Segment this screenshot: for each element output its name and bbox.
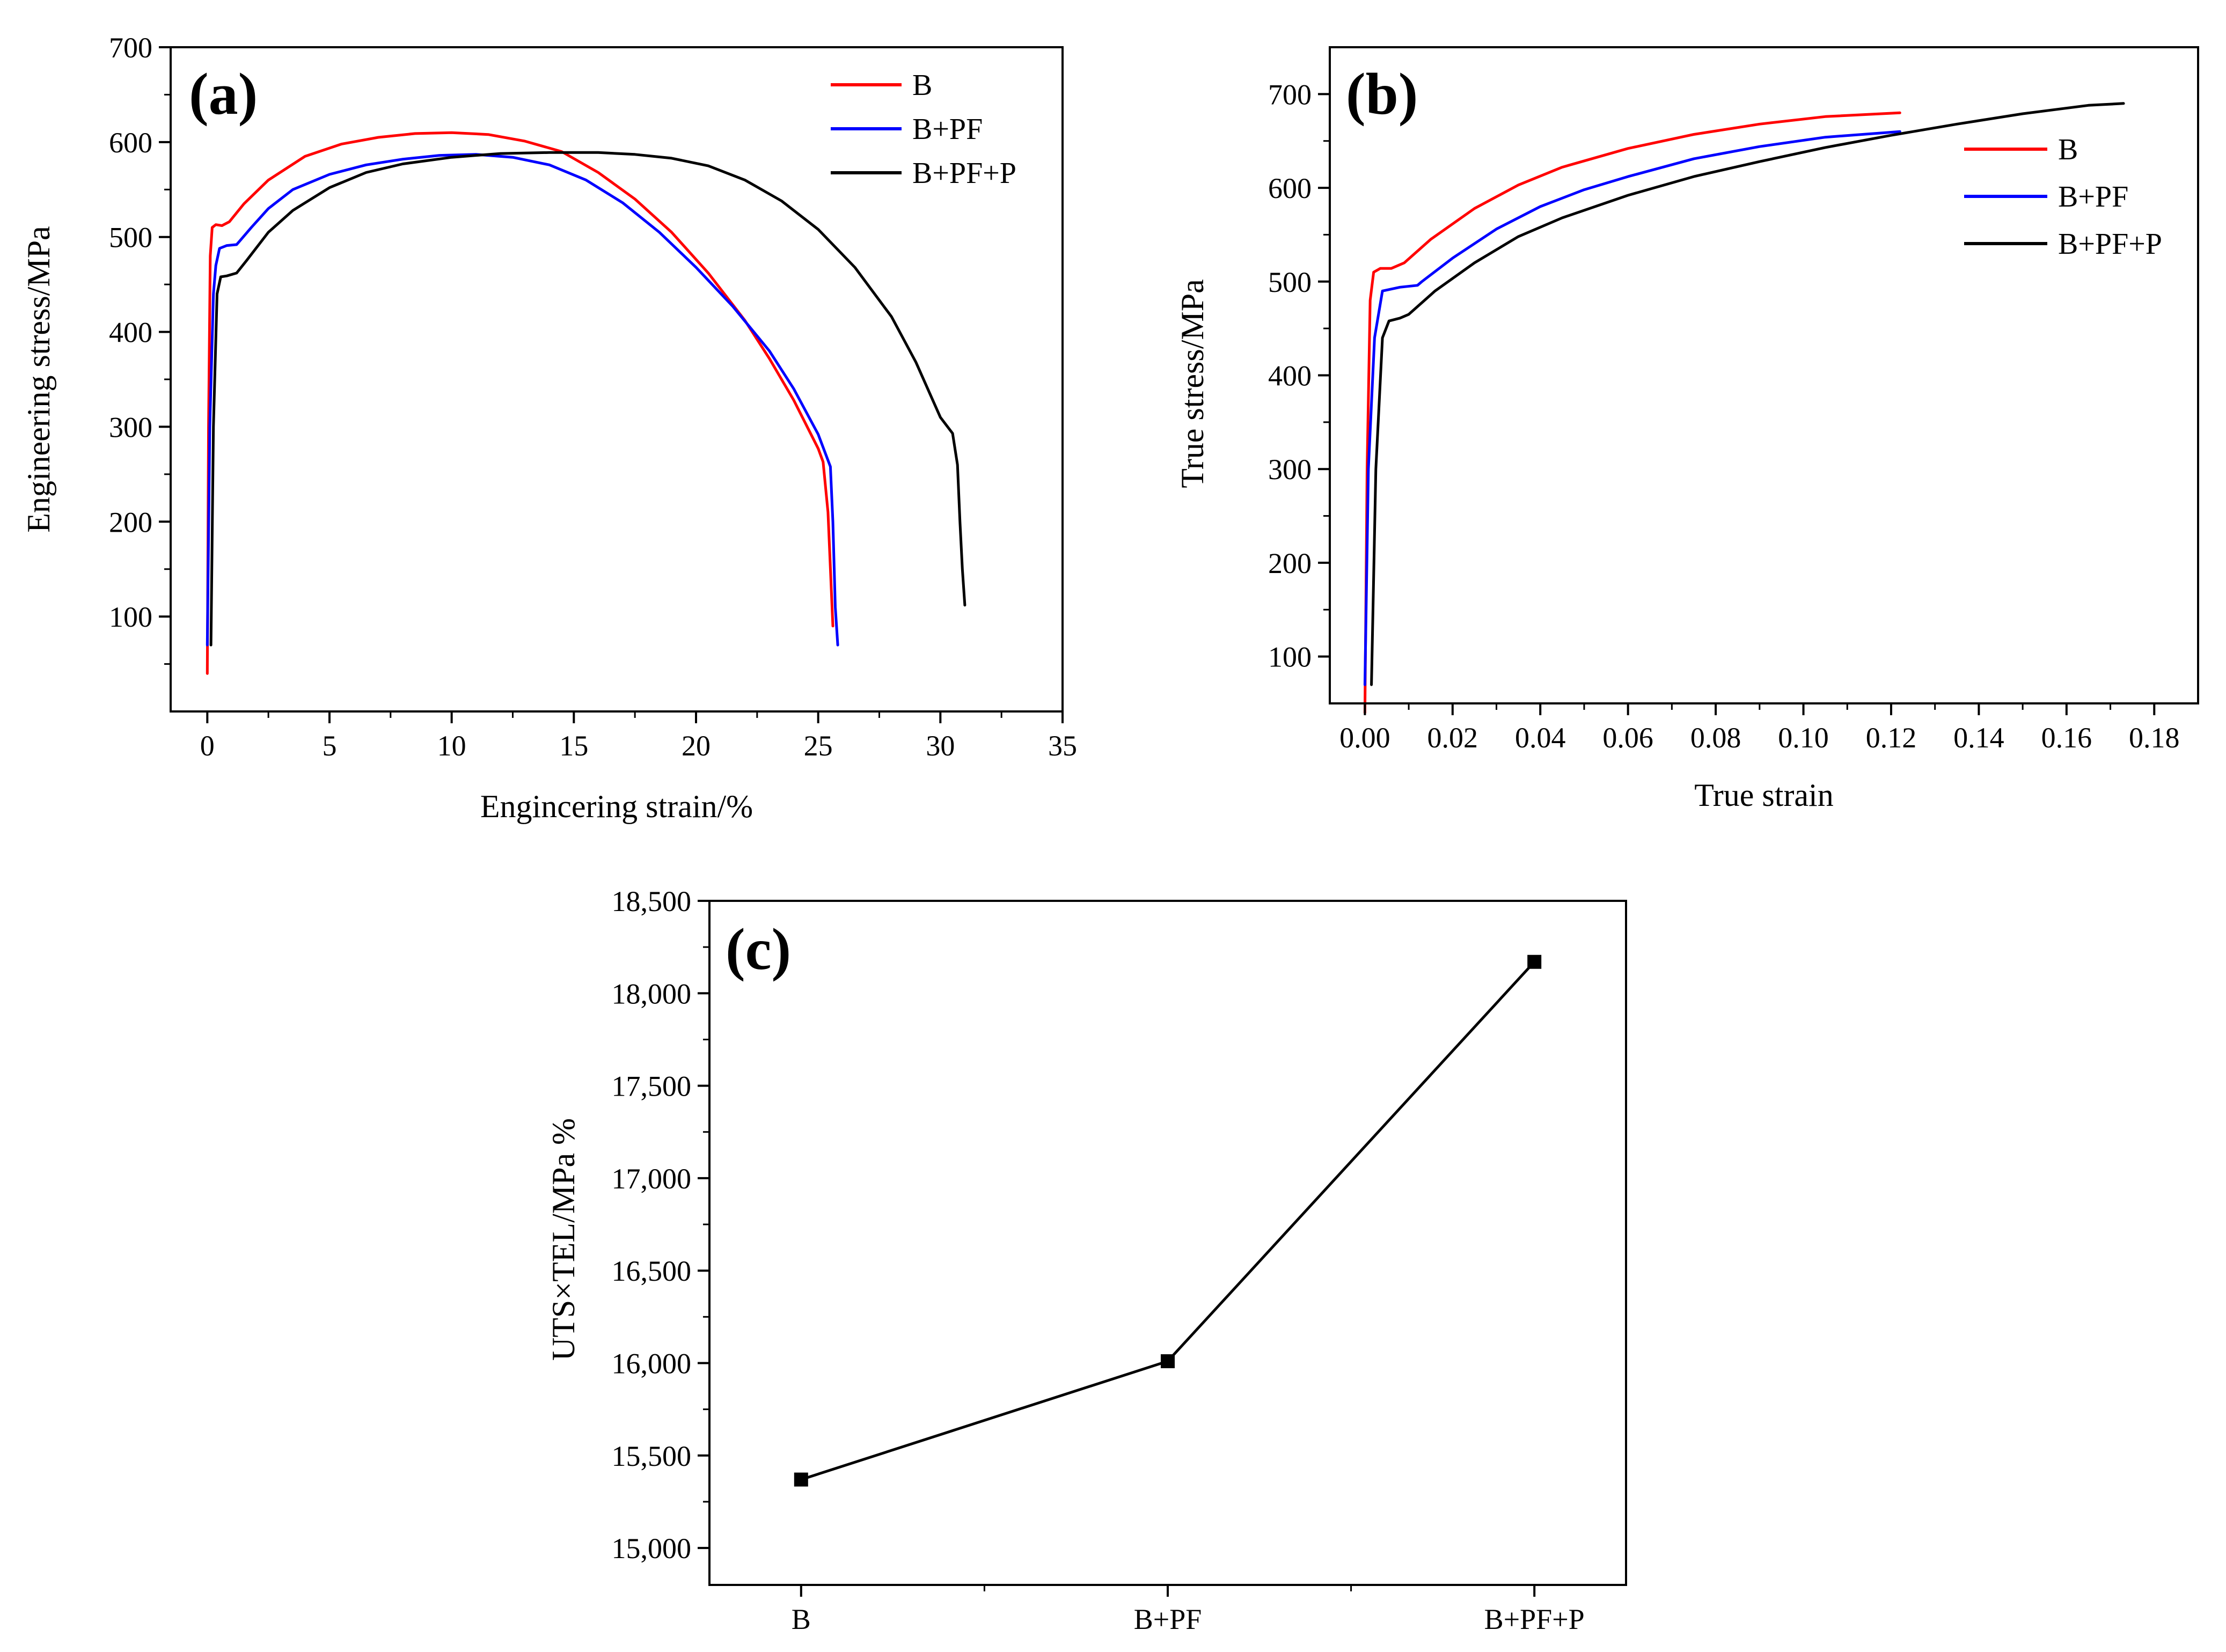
panel-b-x-tick-label: 0.04 — [1515, 722, 1566, 754]
panel-c-ticks: B B+PF B+PF+P 15,000 15,500 16,000 16,500 17,00… — [612, 885, 1585, 1635]
panel-b-y-axis-title: True stress/MPa — [1175, 279, 1210, 488]
panel-a-legend-label: B+PF+P — [912, 157, 1016, 190]
panel-a-series-line-b — [206, 131, 834, 675]
panel-c-marker-b-pf — [1161, 1354, 1175, 1369]
panel-a-y-tick-label: 400 — [109, 317, 152, 349]
panel-a-x-axis-title: Engincering strain/% — [480, 789, 753, 824]
panel-a-x-tick-label: 10 — [437, 730, 466, 762]
panel-c-y-tick-label: 18,500 — [612, 885, 692, 917]
panel-b-legend-label: B — [2058, 133, 2078, 166]
panel-b-true-stress-strain: 0.00 0.02 0.04 0.06 0.08 0.10 0.12 0.14 0.16 0.18… — [1175, 46, 2199, 813]
panel-c-y-tick-label: 18,000 — [612, 978, 692, 1010]
panel-a-y-tick-label: 300 — [109, 411, 152, 443]
panel-c-y-tick-label: 17,000 — [612, 1163, 692, 1195]
panel-b-label: (b) — [1346, 61, 1418, 127]
panel-b-x-tick-label: 0.18 — [2129, 722, 2180, 754]
panel-b-y-tick-label: 300 — [1268, 453, 1312, 486]
panel-a-x-tick-label: 20 — [682, 730, 711, 762]
panel-a-y-axis-title: Engineering stress/MPa — [21, 226, 56, 533]
panel-b-x-tick-label: 0.12 — [1866, 722, 1917, 754]
panel-c-y-tick-label: 15,500 — [612, 1440, 692, 1472]
panel-a-y-tick-label: 100 — [109, 601, 152, 633]
panel-a-y-tick-label: 500 — [109, 222, 152, 254]
panel-c-label: (c) — [726, 916, 791, 982]
panel-b-y-tick-label: 400 — [1268, 360, 1312, 392]
panel-a-plot-layer — [206, 131, 966, 675]
panel-a-label: (a) — [189, 61, 258, 127]
panel-b-x-tick-label: 0.02 — [1427, 722, 1478, 754]
panel-c-category-label: B+PF — [1134, 1603, 1202, 1635]
panel-c-uts-tel-product: B B+PF B+PF+P 15,000 15,500 16,000 16,500 17,00… — [546, 885, 1627, 1635]
panel-c-y-axis-title: UTS×TEL/MPa % — [546, 1118, 581, 1361]
panel-b-plot-layer — [1363, 102, 2125, 714]
panel-a-legend-label: B+PF — [912, 113, 983, 146]
panel-b-legend-label: B+PF — [2058, 180, 2128, 214]
panel-a-legend: B B+PF B+PF+P — [831, 69, 1016, 190]
panel-b-x-tick-label: 0.10 — [1778, 722, 1829, 754]
panel-b-y-tick-label: 100 — [1268, 641, 1312, 673]
panel-b-y-tick-label: 700 — [1268, 78, 1312, 111]
panel-a-legend-label: B — [912, 69, 932, 102]
panel-a-x-tick-label: 35 — [1048, 730, 1077, 762]
panel-a-ticks: 0 5 10 15 20 25 30 35 100 200 300 400 500 600 700 — [109, 32, 1077, 762]
panel-b-ticks: 0.00 0.02 0.04 0.06 0.08 0.10 0.12 0.14 0.16 0.18… — [1268, 78, 2180, 754]
panel-b-x-axis-title: True strain — [1694, 777, 1833, 813]
panel-c-y-tick-label: 16,000 — [612, 1347, 692, 1379]
panel-b-legend-label: B+PF+P — [2058, 227, 2162, 261]
panel-b-y-tick-label: 200 — [1268, 547, 1312, 579]
panel-a-x-tick-label: 15 — [559, 730, 588, 762]
panel-c-plot-layer — [794, 955, 1542, 1487]
panel-a-y-tick-label: 200 — [109, 506, 152, 538]
panel-b-series-line-b-pf-p — [1370, 102, 2125, 686]
panel-a-x-tick-label: 25 — [804, 730, 833, 762]
panel-a-y-tick-label: 700 — [109, 32, 152, 64]
panel-b-x-tick-label: 0.16 — [2041, 722, 2092, 754]
panel-c-marker-b-pf-p — [1527, 955, 1542, 969]
panel-b-x-tick-label: 0.08 — [1690, 722, 1741, 754]
panel-b-x-tick-label: 0.14 — [1953, 722, 2004, 754]
panel-b-y-tick-label: 600 — [1268, 172, 1312, 204]
panel-c-y-tick-label: 17,500 — [612, 1070, 692, 1103]
panel-b-series-line-b — [1363, 111, 1901, 714]
panel-b-series-line-b-pf — [1363, 130, 1901, 686]
panel-a-series-line-b-pf — [206, 153, 839, 647]
panel-a-y-tick-label: 600 — [109, 127, 152, 159]
panel-a-x-tick-label: 5 — [322, 730, 336, 762]
panel-c-y-tick-label: 16,500 — [612, 1255, 692, 1287]
panel-a-x-tick-label: 30 — [926, 730, 955, 762]
panel-c-y-tick-label: 15,000 — [612, 1532, 692, 1565]
panel-c-category-label: B — [792, 1603, 811, 1635]
panel-a-series-line-b-pf-p — [209, 151, 966, 647]
panel-b-legend: B B+PF B+PF+P — [1964, 133, 2162, 261]
panel-b-y-tick-label: 500 — [1268, 266, 1312, 298]
panel-a-x-tick-label: 0 — [200, 730, 215, 762]
panel-c-marker-b — [794, 1472, 808, 1487]
panel-b-x-tick-label: 0.00 — [1339, 722, 1390, 754]
panel-b-x-tick-label: 0.06 — [1602, 722, 1653, 754]
panel-c-category-label: B+PF+P — [1484, 1603, 1585, 1635]
